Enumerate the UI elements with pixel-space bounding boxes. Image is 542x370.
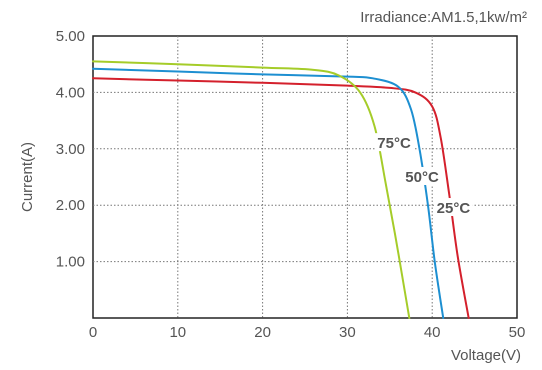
x-tick-label-0: 0	[89, 324, 97, 341]
series-labels: 75°C 50°C 25°C	[375, 133, 473, 217]
series-label-2: 25°C	[437, 200, 471, 217]
series-label-1: 50°C	[405, 169, 439, 186]
x-tick-label-5: 50	[509, 324, 526, 341]
plot-frame	[92, 35, 518, 319]
irradiance-annotation: Irradiance:AM1.5,1kw/m²	[360, 9, 527, 26]
series-label-bg-0	[375, 133, 414, 152]
series-layer	[92, 60, 470, 319]
series-label-bg-2	[434, 198, 473, 217]
x-tick-label-3: 30	[339, 324, 356, 341]
y-tick-label-4: 5.00	[56, 28, 85, 45]
x-axis-title: Voltage(V)	[451, 347, 521, 364]
series-label-0: 75°C	[377, 135, 411, 152]
series-line-50Cc	[92, 67, 445, 319]
series-line-75Cc	[92, 60, 411, 319]
y-tick-label-1: 2.00	[56, 197, 85, 214]
y-tick-label-3: 4.00	[56, 84, 85, 101]
axis-ticks: 0 10 20 30 40 50 1.00 2.00 3.00 4.00 5.00	[56, 28, 526, 341]
series-label-bg-1	[403, 167, 442, 185]
y-tick-label-0: 1.00	[56, 254, 85, 271]
y-tick-label-2: 3.00	[56, 141, 85, 158]
x-tick-label-1: 10	[169, 324, 186, 341]
grid-lines	[93, 36, 517, 318]
x-tick-label-4: 40	[424, 324, 441, 341]
x-tick-label-2: 20	[254, 324, 271, 341]
y-axis-title: Current(A)	[19, 142, 36, 212]
